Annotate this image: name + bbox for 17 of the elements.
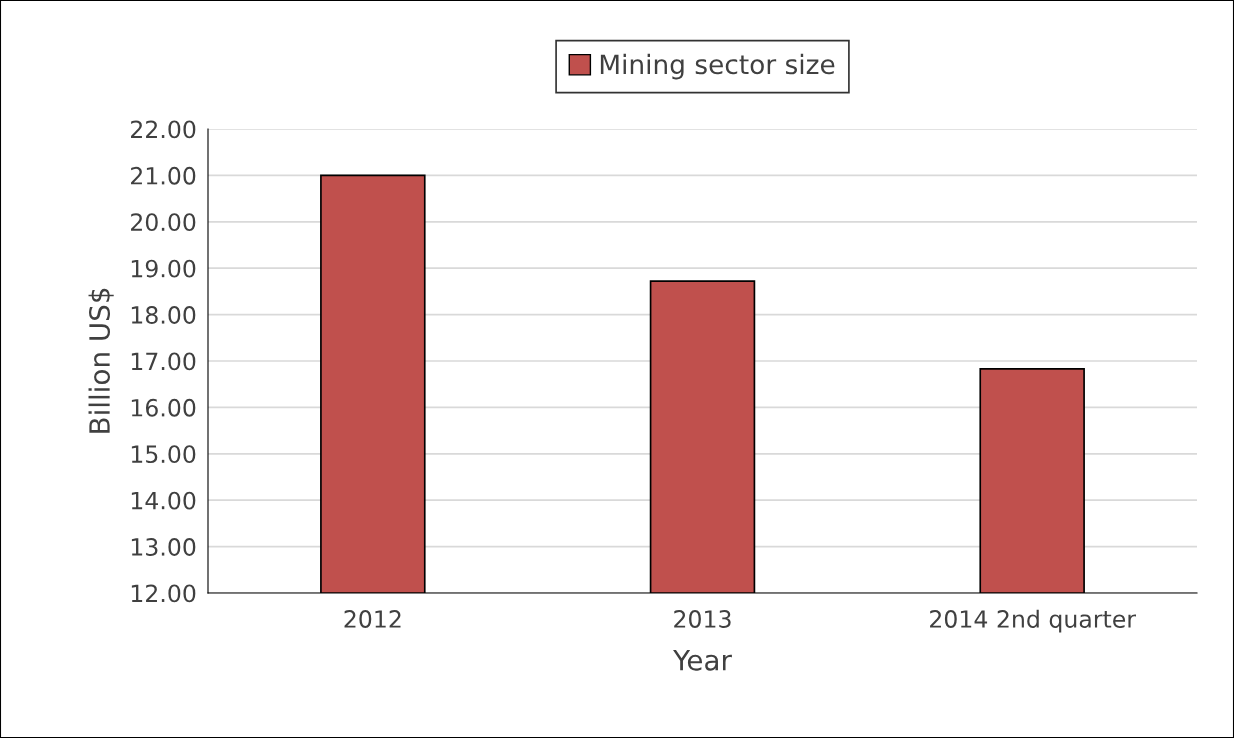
y-tick-label: 13.00 — [131, 538, 196, 556]
y-tick-label: 18.00 — [131, 306, 196, 324]
y-tick-label: 16.00 — [131, 398, 196, 417]
y-axis-title: Billion US$ — [88, 288, 114, 433]
y-tick-label: 15.00 — [131, 445, 196, 464]
y-tick-label: 21.00 — [131, 166, 196, 185]
y-tick-label: 22.00 — [131, 120, 196, 139]
y-tick-label: 14.00 — [131, 491, 196, 510]
y-tick-label: 17.00 — [131, 352, 196, 371]
legend-label: Mining sector size — [600, 53, 835, 80]
y-tick-label: 19.00 — [131, 259, 196, 278]
y-tick-label: 20.00 — [131, 213, 196, 232]
x-tick-label: 2013 — [674, 610, 731, 628]
x-tick-label: 2012 — [344, 610, 401, 628]
y-tick-label: 12.00 — [131, 584, 196, 603]
x-tick-label: 2014 2nd quarter — [930, 609, 1137, 633]
x-axis-title: Year — [673, 650, 732, 671]
